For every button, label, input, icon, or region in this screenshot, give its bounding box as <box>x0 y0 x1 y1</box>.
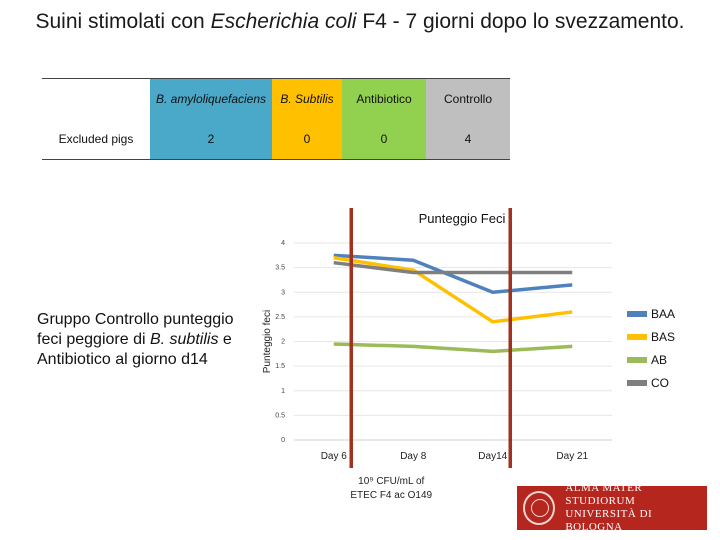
legend-label-co: CO <box>651 376 669 390</box>
x-tick-label: Day 8 <box>400 451 427 462</box>
y-tick-label: 1 <box>281 388 285 395</box>
row-label: Excluded pigs <box>42 119 150 160</box>
header-cell-baa: B. amyloliquefaciens <box>150 78 272 119</box>
title-italic: Escherichia coli <box>210 10 357 33</box>
y-tick-label: 2.5 <box>275 314 285 321</box>
y-tick-label: 2 <box>281 339 285 346</box>
series-line-co <box>333 260 573 275</box>
series-line-baa <box>333 253 573 294</box>
logo-text: ALMA MATER STUDIORUM UNIVERSITÀ DI BOLOG… <box>565 482 707 534</box>
legend-label-baa: BAA <box>651 307 675 321</box>
table-row: Excluded pigs 2 0 0 4 <box>42 119 510 160</box>
chart-title: Punteggio Feci <box>419 211 506 226</box>
legend-swatch-bas <box>627 334 647 340</box>
note-text: Gruppo Controllo punteggio feci peggiore… <box>37 310 252 370</box>
annotation-line1: 10⁹ CFU/mL of <box>358 476 424 487</box>
series-line-ab <box>333 342 573 354</box>
legend-swatch-ab <box>627 357 647 363</box>
legend-label-bas: BAS <box>651 330 675 344</box>
note-part1: Gruppo Controllo punteggio feci peggiore… <box>37 311 234 348</box>
university-logo: ALMA MATER STUDIORUM UNIVERSITÀ DI BOLOG… <box>517 482 707 533</box>
y-tick-label: 0.5 <box>275 412 285 419</box>
value-cell-controllo: 4 <box>426 119 510 160</box>
table-header-row: B. amyloliquefaciens B. Subtilis Antibio… <box>42 78 510 119</box>
legend-swatch-baa <box>627 311 647 317</box>
legend-label-ab: AB <box>651 353 667 367</box>
slide-title: Suini stimolati con Escherichia coli F4 … <box>0 10 720 34</box>
value-cell-baa: 2 <box>150 119 272 160</box>
seal-icon <box>523 491 556 525</box>
x-tick-label: Day 21 <box>556 451 588 462</box>
x-tick-label: Day14 <box>478 451 507 462</box>
x-tick-label: Day 6 <box>321 451 348 462</box>
y-tick-label: 3.5 <box>275 265 285 272</box>
title-suffix: F4 - 7 giorni dopo lo svezzamento. <box>356 10 685 33</box>
logo-line2: UNIVERSITÀ DI BOLOGNA <box>565 508 653 533</box>
logo-line1: ALMA MATER STUDIORUM <box>565 482 643 507</box>
header-cell-controllo: Controllo <box>426 78 510 119</box>
series-line-bas <box>333 256 573 324</box>
header-cell-bas: B. Subtilis <box>272 78 342 119</box>
y-tick-label: 3 <box>281 289 285 296</box>
y-axis-label: Punteggio feci <box>262 310 273 373</box>
value-cell-bas: 0 <box>272 119 342 160</box>
title-prefix: Suini stimolati con <box>35 10 211 33</box>
excluded-pigs-table: B. amyloliquefaciens B. Subtilis Antibio… <box>42 78 510 160</box>
header-cell-antibiotico: Antibiotico <box>342 78 426 119</box>
y-tick-label: 4 <box>281 240 285 247</box>
header-cell-empty <box>42 78 150 119</box>
note-part2: e Antibiotico al giorno d14 <box>37 331 232 368</box>
annotation-line2: ETEC F4 ac O149 <box>350 490 432 501</box>
legend-swatch-co <box>627 380 647 386</box>
y-tick-label: 1.5 <box>275 363 285 370</box>
note-italic: B. subtilis <box>149 331 219 348</box>
y-tick-label: 0 <box>281 437 285 444</box>
value-cell-antibiotico: 0 <box>342 119 426 160</box>
